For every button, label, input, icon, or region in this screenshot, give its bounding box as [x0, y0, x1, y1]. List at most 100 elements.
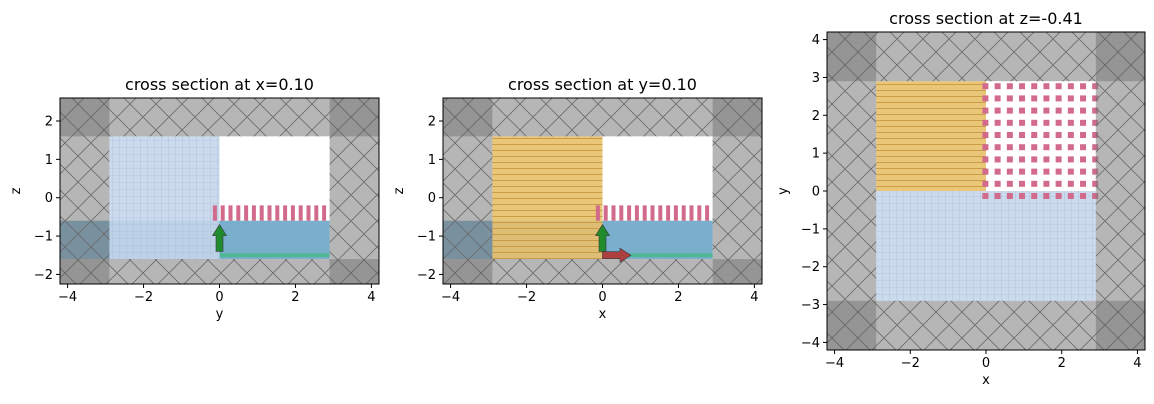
grating-tooth	[212, 205, 217, 221]
x-tick-label: 4	[1133, 356, 1141, 371]
y-tick-label: 2	[428, 115, 436, 130]
axes-panel-3: −4 −2 0 2 4 −4 −3 −2 −1 0 1 2 3 4 cross section at z=-…	[776, 9, 1146, 388]
grating-pillar	[1006, 144, 1013, 151]
region-monitor-grid-mesh	[876, 191, 1096, 301]
grating-pillar	[1031, 119, 1038, 126]
grating-pillar	[1031, 193, 1038, 200]
y-tick-label: −3	[801, 298, 820, 313]
grating-pillar	[1080, 168, 1087, 175]
y-axis-label: z	[9, 187, 24, 194]
grating-pillar	[1019, 144, 1026, 151]
y-tick-label: 0	[812, 185, 820, 200]
grating-pillar	[1055, 156, 1062, 163]
y-tick-label: 1	[428, 153, 436, 168]
plot-area	[827, 32, 1145, 350]
y-tick-label: 1	[45, 153, 53, 168]
grating-pillar	[1019, 156, 1026, 163]
grating-pillar	[1080, 83, 1087, 90]
region-monitor-grid-mesh	[109, 136, 220, 260]
grating-pillar	[982, 180, 989, 187]
x-tick-label: −4	[825, 356, 844, 371]
chart-title: cross section at x=0.10	[125, 75, 314, 94]
grating-tooth	[322, 205, 327, 221]
grating-tooth	[642, 205, 647, 221]
grating-tooth	[658, 205, 663, 221]
pml-boundaries	[827, 32, 1145, 350]
pml-bottom-hatch	[443, 259, 762, 284]
grating-tooth	[619, 205, 624, 221]
grating-pillar	[982, 107, 989, 114]
y-tick-label: −1	[34, 230, 53, 245]
grating-tooth	[673, 205, 678, 221]
plot-area	[443, 98, 762, 284]
region-thin-layer	[602, 253, 713, 258]
grating-pillar	[1080, 180, 1087, 187]
grating-pillar	[1006, 107, 1013, 114]
y-tick-label: −1	[417, 230, 436, 245]
y-tick-label: 0	[45, 191, 53, 206]
grating-pillar	[994, 83, 1001, 90]
grating-pillar	[982, 83, 989, 90]
grating-pillar	[1006, 132, 1013, 139]
region-grating	[212, 205, 327, 221]
grating-pillar	[1019, 119, 1026, 126]
grating-pillar	[1043, 83, 1050, 90]
grating-pillar	[982, 156, 989, 163]
grating-tooth	[689, 205, 694, 221]
y-tick-label: 3	[812, 71, 820, 86]
x-tick-label: 4	[750, 290, 758, 305]
grating-pillar	[1019, 95, 1026, 102]
grating-pillar	[1043, 144, 1050, 151]
grating-tooth	[705, 205, 710, 221]
grating-tooth	[603, 205, 608, 221]
grating-pillar	[1092, 144, 1099, 151]
grating-pillar	[1031, 132, 1038, 139]
grating-pillar	[1092, 193, 1099, 200]
grating-pillar	[1043, 156, 1050, 163]
grating-pillar	[1043, 107, 1050, 114]
pml-bottom-hatch	[827, 300, 1145, 350]
grating-tooth	[228, 205, 233, 221]
grating-pillar	[1019, 107, 1026, 114]
grating-tooth	[236, 205, 241, 221]
grating-pillar	[1067, 119, 1074, 126]
grating-tooth	[627, 205, 632, 221]
grating-pillar	[1067, 144, 1074, 151]
grating-pillar	[982, 193, 989, 200]
y-tick-label: 2	[45, 115, 53, 130]
x-axis-label: y	[216, 307, 224, 322]
pml-top-hatch	[443, 98, 762, 137]
grating-pillar	[1043, 168, 1050, 175]
grating-pillar	[994, 193, 1001, 200]
grating-pillar	[1019, 168, 1026, 175]
grating-pillar	[1092, 168, 1099, 175]
grating-tooth	[290, 205, 295, 221]
grating-pillar	[1055, 168, 1062, 175]
grating-pillar	[1006, 180, 1013, 187]
x-tick-label: −2	[901, 356, 920, 371]
pml-right-hatch	[1095, 32, 1145, 350]
grating-pillar	[994, 95, 1001, 102]
pml-boundaries	[443, 98, 762, 284]
grating-pillar	[1092, 132, 1099, 139]
region-grating	[595, 205, 710, 221]
y-tick-label: 0	[428, 191, 436, 206]
grating-tooth	[267, 205, 272, 221]
grating-pillar	[1092, 180, 1099, 187]
grating-tooth	[244, 205, 249, 221]
chart-title: cross section at z=-0.41	[889, 9, 1083, 28]
grating-pillar	[1080, 119, 1087, 126]
pml-bottom-hatch	[60, 259, 379, 284]
grating-pillar	[1006, 156, 1013, 163]
grating-pillar	[1067, 107, 1074, 114]
x-axis-label: x	[599, 307, 607, 322]
y-tick-label: −1	[801, 222, 820, 237]
grating-pillar	[1031, 156, 1038, 163]
axes-panel-2: −4 −2 0 2 4 −2 −1 0 1 2 cross section at y=0.10 x z	[392, 75, 763, 322]
grating-pillar	[1043, 132, 1050, 139]
grating-pillar	[982, 168, 989, 175]
x-tick-label: 0	[215, 290, 223, 305]
pml-boundaries	[60, 98, 379, 284]
y-tick-label: −2	[417, 268, 436, 283]
